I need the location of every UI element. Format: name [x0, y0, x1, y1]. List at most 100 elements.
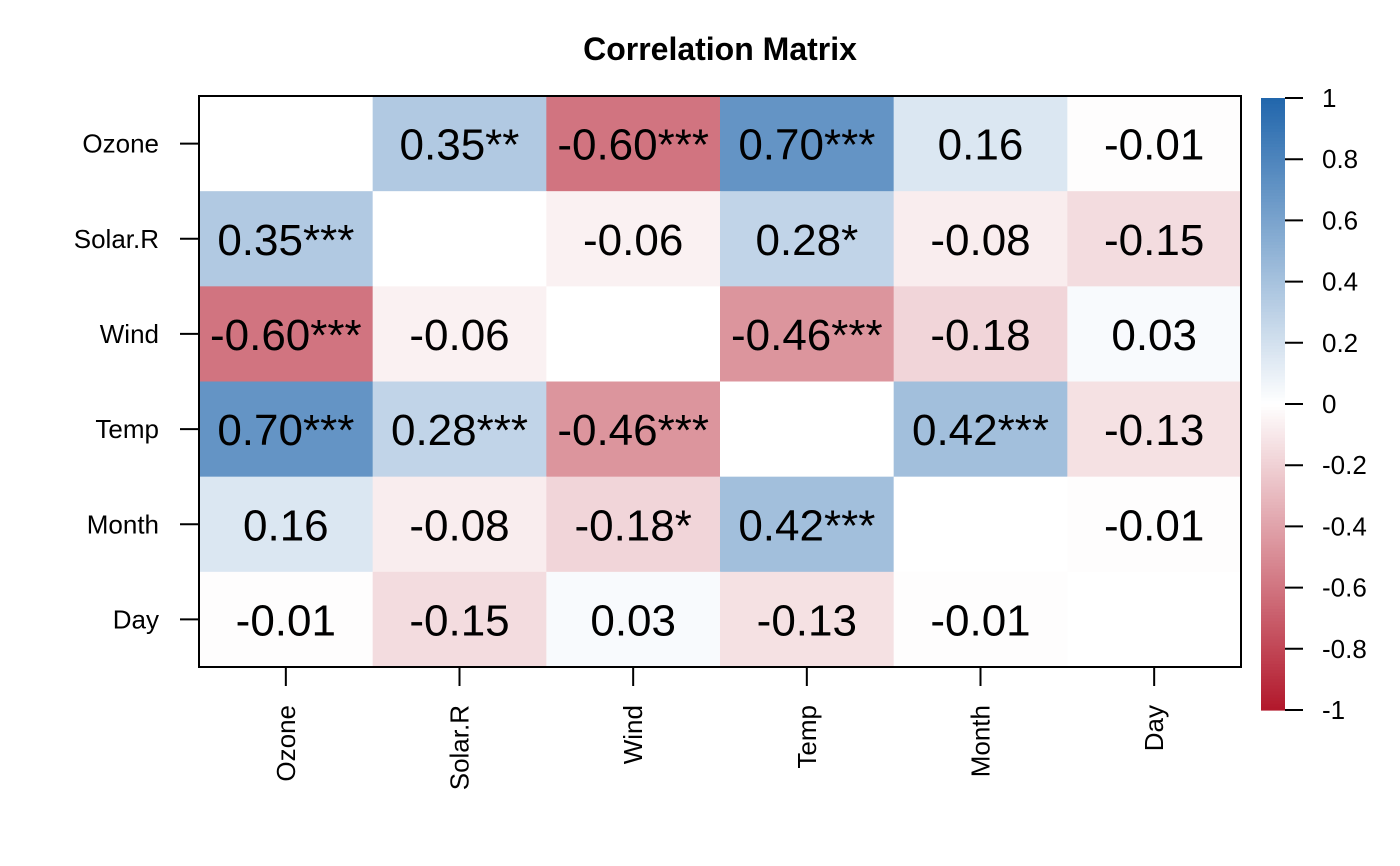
- heatmap-cell-Day-Month: [893, 571, 1068, 668]
- colorbar-segment: [1261, 269, 1285, 274]
- cell-label-Ozone-Solar.R: 0.35**: [400, 121, 520, 170]
- colorbar-segment: [1261, 137, 1285, 142]
- colorbar-segment: [1261, 150, 1285, 154]
- colorbar-segment: [1261, 235, 1285, 240]
- heatmap-cell-labels: 0.35** -0.60*** 0.70*** 0.16 -0.01 0.35*** -0.…: [210, 121, 1204, 646]
- cell-label-Temp-Solar.R: 0.28***: [391, 406, 528, 455]
- colorbar-segment: [1261, 345, 1285, 350]
- heatmap-cell-Temp-Solar.R: [372, 381, 547, 478]
- colorbar-segment: [1261, 101, 1285, 105]
- heatmap-cell-Day-Solar.R: [372, 571, 547, 668]
- colorbar-segment: [1261, 437, 1285, 442]
- colorbar-segment: [1261, 523, 1285, 527]
- colorbar-segment: [1261, 667, 1285, 671]
- colorbar-tick-label: 0.6: [1322, 205, 1358, 235]
- colorbar-segment: [1261, 517, 1285, 521]
- colorbar-segment: [1261, 254, 1285, 258]
- cell-label-Ozone-Temp: 0.70***: [738, 121, 875, 170]
- colorbar-segment: [1261, 278, 1285, 283]
- cell-label-Day-Ozone: -0.01: [236, 596, 336, 645]
- cell-label-Temp-Wind: -0.46***: [557, 406, 709, 455]
- colorbar-segment: [1261, 446, 1285, 451]
- colorbar-segment: [1261, 627, 1285, 632]
- colorbar-segment: [1261, 146, 1285, 151]
- colorbar-segment: [1261, 156, 1285, 160]
- colorbar-segment: [1261, 382, 1285, 387]
- colorbar-segment: [1261, 217, 1285, 221]
- cell-label-Month-Wind: -0.18*: [574, 501, 691, 550]
- colorbar-segment: [1261, 208, 1285, 212]
- colorbar-segment: [1261, 336, 1285, 341]
- colorbar-segment: [1261, 128, 1285, 133]
- colorbar-segment: [1261, 348, 1285, 353]
- x-tick-label-Month: Month: [966, 705, 996, 777]
- colorbar-segment: [1261, 642, 1285, 647]
- cell-label-Month-Temp: 0.42***: [738, 501, 875, 550]
- colorbar-segment: [1261, 189, 1285, 194]
- colorbar-segment: [1261, 324, 1285, 329]
- colorbar-segment: [1261, 581, 1285, 586]
- colorbar-segment: [1261, 440, 1285, 445]
- y-tick-label-Ozone: Ozone: [82, 129, 159, 159]
- colorbar-segment: [1261, 621, 1285, 625]
- cell-label-Month-Day: -0.01: [1104, 501, 1204, 550]
- cell-label-Solar.R-Wind: -0.06: [583, 216, 683, 265]
- cell-label-Solar.R-Ozone: 0.35***: [217, 216, 354, 265]
- heatmap-cell-Temp-Ozone: [199, 381, 374, 478]
- x-tick-label-Solar.R: Solar.R: [445, 705, 475, 790]
- colorbar-segment: [1261, 174, 1285, 179]
- colorbar-segment: [1261, 480, 1285, 485]
- colorbar: 1 0.8 0.6 0.4 0.2 0 -0.2 -0.4 -0.6 -0.8 -1: [1261, 83, 1367, 725]
- colorbar-segment: [1261, 514, 1285, 518]
- colorbar-segment: [1261, 636, 1285, 641]
- colorbar-segment: [1261, 122, 1285, 127]
- colorbar-segment: [1261, 477, 1285, 482]
- colorbar-segment: [1261, 413, 1285, 417]
- colorbar-segment: [1261, 498, 1285, 503]
- colorbar-segment: [1261, 563, 1285, 567]
- colorbar-segment: [1261, 633, 1285, 638]
- colorbar-segment: [1261, 618, 1285, 622]
- heatmap-cell-Solar.R-Temp: [720, 191, 895, 287]
- colorbar-segment: [1261, 657, 1285, 662]
- colorbar-segment: [1261, 697, 1285, 702]
- cell-label-Wind-Month: -0.18: [930, 311, 1030, 360]
- colorbar-segment: [1261, 119, 1285, 124]
- colorbar-segment: [1261, 602, 1285, 607]
- cell-label-Day-Wind: 0.03: [590, 596, 676, 645]
- colorbar-segment: [1261, 526, 1285, 531]
- colorbar-segment: [1261, 468, 1285, 472]
- colorbar-segment: [1261, 661, 1285, 665]
- colorbar-segment: [1261, 309, 1285, 313]
- colorbar-segment: [1261, 367, 1285, 371]
- colorbar-segment: [1261, 391, 1285, 396]
- colorbar-segment: [1261, 198, 1285, 203]
- colorbar-segment: [1261, 673, 1285, 677]
- colorbar-segment: [1261, 306, 1285, 310]
- cell-label-Month-Solar.R: -0.08: [409, 501, 509, 550]
- colorbar-segment: [1261, 578, 1285, 583]
- heatmap-cell-Wind-Temp: [720, 286, 895, 382]
- colorbar-segment: [1261, 327, 1285, 332]
- heatmap-cell-Temp-Temp: [720, 381, 895, 478]
- colorbar-segment: [1261, 315, 1285, 319]
- colorbar-segment: [1261, 410, 1285, 414]
- heatmap-cell-Month-Wind: [546, 476, 721, 573]
- colorbar-segment: [1261, 425, 1285, 430]
- colorbar-segment: [1261, 489, 1285, 494]
- colorbar-segment: [1261, 676, 1285, 680]
- colorbar-segment: [1261, 584, 1285, 589]
- colorbar-segment: [1261, 299, 1285, 304]
- colorbar-tick-label: -0.2: [1322, 450, 1367, 480]
- colorbar-segment: [1261, 609, 1285, 613]
- colorbar-segment: [1261, 495, 1285, 500]
- colorbar-segment: [1261, 612, 1285, 616]
- y-tick-label-Month: Month: [87, 509, 159, 539]
- cell-label-Temp-Month: 0.42***: [912, 406, 1049, 455]
- colorbar-segment: [1261, 244, 1285, 249]
- cell-label-Temp-Day: -0.13: [1104, 406, 1204, 455]
- y-tick-label-Day: Day: [113, 604, 159, 634]
- colorbar-segment: [1261, 373, 1285, 378]
- colorbar-segment: [1261, 520, 1285, 524]
- heatmap-cell-Solar.R-Month: [893, 191, 1068, 287]
